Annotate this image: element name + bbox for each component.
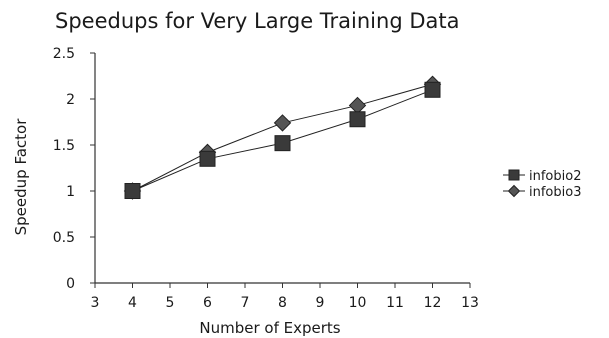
chart-title: Speedups for Very Large Training Data <box>55 9 459 33</box>
x-tick-label: 11 <box>386 295 404 311</box>
x-tick-label: 5 <box>166 295 175 311</box>
data-point-infobio2 <box>124 183 141 199</box>
legend-marker-infobio3 <box>507 184 521 198</box>
legend-marker-infobio2 <box>508 169 520 181</box>
y-tick-label: 2.5 <box>53 46 75 62</box>
legend-label-infobio2: infobio2 <box>529 169 581 184</box>
plot-area: 3 4 5 6 7 8 9 10 11 12 13 0 0.5 1 1.5 2 2.5 <box>53 46 479 311</box>
x-tick-label: 9 <box>316 295 325 311</box>
y-tick-label: 0.5 <box>53 230 75 246</box>
x-axis-label: Number of Experts <box>199 319 340 337</box>
x-tick-label: 4 <box>128 295 137 311</box>
data-point-infobio2 <box>424 81 441 98</box>
x-tick-label: 10 <box>349 295 367 311</box>
x-tick-label: 8 <box>278 295 287 311</box>
y-tick-label: 1.5 <box>53 138 75 154</box>
y-tick-label: 0 <box>66 276 75 292</box>
x-tick-label: 12 <box>424 295 442 311</box>
data-point-infobio3 <box>273 114 292 132</box>
data-point-infobio2 <box>349 111 366 128</box>
x-tick-label: 3 <box>91 295 100 311</box>
legend-label-infobio3: infobio3 <box>529 185 581 200</box>
y-tick-label: 2 <box>66 92 75 108</box>
data-point-infobio3 <box>348 96 367 115</box>
data-point-infobio2 <box>199 150 216 167</box>
data-point-infobio2 <box>274 135 291 152</box>
y-tick-label: 1 <box>66 184 75 200</box>
x-tick-label: 7 <box>241 295 250 311</box>
x-tick-label: 6 <box>203 295 212 311</box>
y-axis-label: Speedup Factor <box>12 118 30 236</box>
x-tick-label: 13 <box>461 295 479 311</box>
